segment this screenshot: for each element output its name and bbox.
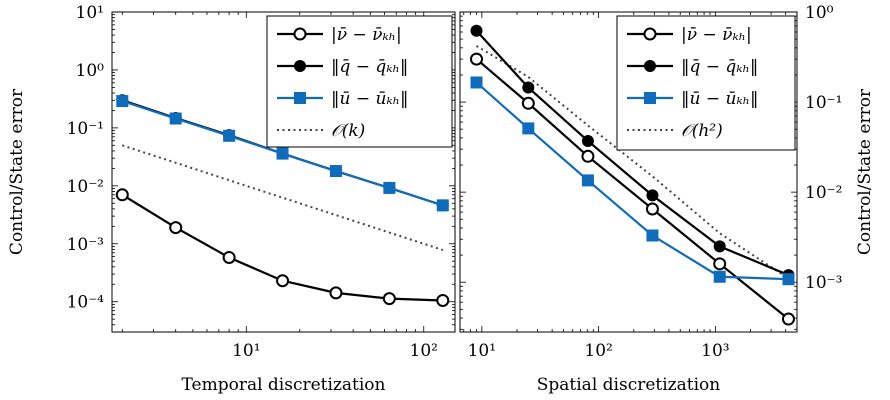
y-tick-label: 10⁻²: [805, 183, 842, 203]
y-tick-label: 10⁻³: [805, 273, 842, 293]
series-line: [121, 144, 444, 251]
data-point: [382, 292, 396, 306]
data-point: [470, 76, 483, 89]
legend-marker: [293, 27, 307, 41]
data-point: [782, 273, 795, 286]
legend-label: ‖q̄ − q̄ₖₕ‖: [331, 57, 408, 77]
plot-area: [115, 94, 450, 307]
x-axis-title: Spatial discretization: [537, 375, 721, 395]
legend: |ν̄ − ν̄ₖₕ| ‖q̄ − q̄ₖₕ‖ ‖ū − ūₖₕ‖ 𝒪(h²): [616, 15, 796, 151]
legend-label: 𝒪(k): [331, 121, 365, 141]
data-point: [169, 221, 183, 235]
data-point: [383, 181, 396, 194]
y-tick-label: 10⁰: [805, 3, 834, 23]
x-tick-label: 10³: [701, 341, 729, 361]
y-tick-label: 10⁻²: [67, 177, 104, 197]
legend-marker: [644, 60, 656, 72]
data-point: [470, 24, 483, 37]
plot-frame: [111, 11, 456, 333]
series-line: [475, 45, 790, 280]
data-point: [713, 270, 726, 283]
y-tick-label: 10⁻¹: [805, 93, 842, 113]
legend-marker: [294, 60, 306, 72]
data-point: [329, 286, 343, 300]
plot-frame: [459, 11, 798, 333]
data-point: [329, 165, 342, 178]
data-point: [646, 189, 659, 202]
chart-panel-1: 10¹ 10² 10¹ 10⁰ 10⁻¹ 10⁻² 10⁻³ 10⁻⁴ Temporal dis…: [7, 3, 456, 395]
legend-label: ‖ū − ūₖₕ‖: [681, 89, 759, 109]
data-point: [115, 188, 129, 202]
x-tick-label: 10¹: [468, 341, 496, 361]
data-point: [581, 149, 595, 163]
x-tick-label: 10²: [410, 341, 438, 361]
data-point: [436, 293, 450, 307]
data-point: [581, 174, 594, 187]
y-tick-label: 10⁻⁴: [67, 293, 105, 313]
data-point: [470, 52, 484, 66]
data-point: [436, 199, 449, 212]
data-point: [222, 250, 236, 264]
data-point: [116, 95, 129, 108]
data-point: [781, 312, 795, 326]
legend-label: 𝒪(h²): [681, 121, 723, 141]
data-point: [713, 257, 727, 271]
legend-label: ‖q̄ − q̄ₖₕ‖: [681, 57, 758, 77]
x-tick-label: 10¹: [232, 341, 260, 361]
data-point: [646, 229, 659, 242]
data-point: [713, 240, 726, 253]
y-tick-label: 10⁻¹: [67, 119, 104, 139]
data-point: [276, 274, 290, 288]
legend-marker: [643, 27, 657, 41]
data-point: [521, 96, 535, 110]
x-tick-label: 10²: [584, 341, 612, 361]
legend-label: ‖ū − ūₖₕ‖: [331, 89, 409, 109]
y-tick-label: 10⁻³: [67, 235, 104, 255]
legend: |ν̄ − ν̄ₖₕ| ‖q̄ − q̄ₖₕ‖ ‖ū − ūₖₕ‖ 𝒪(k): [266, 15, 453, 148]
data-point: [169, 112, 182, 125]
legend-label: |ν̄ − ν̄ₖₕ|: [331, 25, 402, 45]
data-point: [223, 129, 236, 142]
data-point: [645, 202, 659, 216]
data-point: [276, 147, 289, 160]
series-line: [475, 58, 790, 320]
legend-box: [616, 15, 796, 151]
plot-area: [470, 24, 795, 326]
x-axis-title: Temporal discretization: [182, 375, 386, 395]
legend-marker: [644, 92, 656, 104]
data-point: [581, 134, 594, 147]
chart-panel-2: 10¹ 10² 10³ 10⁰ 10⁻¹ 10⁻² 10⁻³ Spatial discreti…: [459, 3, 875, 395]
series-line: [475, 81, 789, 281]
data-point: [522, 122, 535, 135]
legend-label: |ν̄ − ν̄ₖₕ|: [681, 25, 752, 45]
y-axis-title: Control/State error: [855, 88, 875, 255]
y-tick-label: 10¹: [76, 3, 104, 23]
y-tick-label: 10⁰: [76, 61, 105, 81]
y-axis-title: Control/State error: [7, 88, 27, 255]
legend-marker: [294, 92, 306, 104]
series-line: [475, 29, 789, 277]
data-point: [522, 81, 535, 94]
